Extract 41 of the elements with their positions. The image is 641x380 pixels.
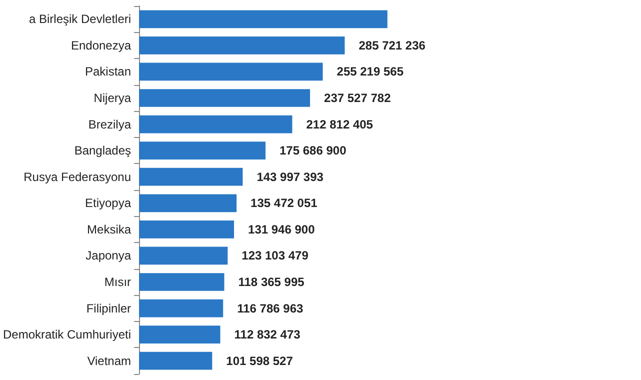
bar: [139, 194, 237, 212]
y-tick-label: a Birleşik Devletleri: [29, 12, 132, 26]
y-tick-label: Rusya Federasyonu: [24, 170, 132, 184]
bar: [139, 352, 212, 370]
bar: [139, 89, 310, 107]
bar: [139, 115, 292, 134]
data-label: 116 786 963: [237, 301, 304, 316]
y-tick-label: Mısır: [104, 275, 132, 289]
bar: [139, 220, 234, 238]
data-label: 112 832 473: [234, 328, 301, 342]
data-label: 285 721 236: [358, 38, 426, 52]
data-label: 135 472 051: [250, 196, 318, 210]
y-tick-label: Meksika: [87, 222, 132, 236]
bar: [139, 299, 224, 318]
bar: [139, 142, 266, 160]
bar: [139, 10, 388, 28]
bar: [139, 326, 220, 344]
bar: [139, 273, 224, 291]
y-tick-label: Japonya: [86, 248, 132, 263]
y-tick-label: Pakistan: [85, 64, 132, 79]
data-label: 123 103 479: [242, 248, 309, 263]
y-tick-label: Vietnam: [87, 354, 132, 368]
y-tick-label: Filipinler: [86, 301, 132, 316]
y-tick-label: Demokratik Cumhuriyeti: [2, 328, 132, 342]
data-label: 237 527 782: [324, 91, 392, 105]
bar: [139, 246, 228, 265]
data-label: 175 686 900: [280, 144, 347, 158]
data-label: 131 946 900: [248, 222, 316, 236]
bar: [139, 168, 243, 186]
bar: [139, 62, 323, 81]
data-label: 255 219 565: [336, 64, 404, 79]
bar: [139, 36, 345, 54]
data-label: 101 598 527: [226, 354, 294, 368]
data-label: 143 997 393: [256, 170, 324, 184]
y-tick-label: Endonezya: [70, 38, 132, 52]
y-tick-label: Etiyopya: [85, 196, 132, 210]
y-tick-label: Nijerya: [94, 91, 132, 105]
y-tick-label: Bangladeş: [74, 144, 132, 158]
data-label: 212 812 405: [306, 117, 374, 132]
data-label: 118 365 995: [238, 275, 305, 289]
y-tick-label: Brezilya: [88, 117, 132, 132]
